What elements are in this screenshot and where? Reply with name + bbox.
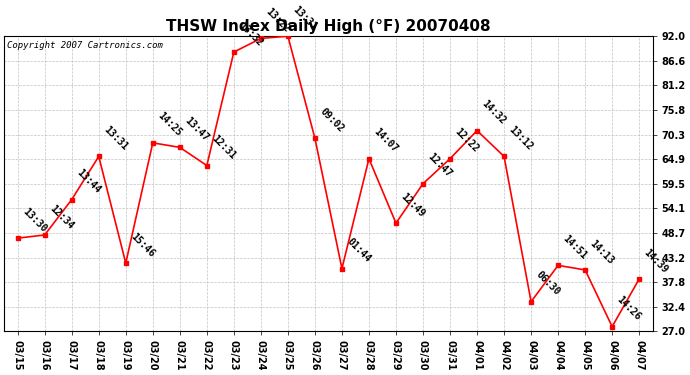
Text: 14:26: 14:26 xyxy=(615,295,643,322)
Text: 12:22: 12:22 xyxy=(453,127,481,154)
Text: 12:34: 12:34 xyxy=(48,203,75,231)
Text: 13:31: 13:31 xyxy=(101,124,129,152)
Text: 14:25: 14:25 xyxy=(155,111,184,139)
Text: 12:49: 12:49 xyxy=(399,191,426,219)
Text: 14:07: 14:07 xyxy=(372,127,400,154)
Text: 01:44: 01:44 xyxy=(345,237,373,264)
Text: 13:32: 13:32 xyxy=(237,20,264,48)
Text: 13:12: 13:12 xyxy=(507,124,535,152)
Text: 09:02: 09:02 xyxy=(317,106,346,134)
Text: 06:30: 06:30 xyxy=(534,270,562,297)
Text: 13:31: 13:31 xyxy=(290,4,319,32)
Text: 15:46: 15:46 xyxy=(128,231,157,259)
Text: 14:32: 14:32 xyxy=(480,99,508,126)
Text: 13:22: 13:22 xyxy=(264,6,291,34)
Text: 14:13: 14:13 xyxy=(588,238,615,266)
Text: Copyright 2007 Cartronics.com: Copyright 2007 Cartronics.com xyxy=(8,40,164,50)
Text: 14:39: 14:39 xyxy=(642,247,670,275)
Title: THSW Index Daily High (°F) 20070408: THSW Index Daily High (°F) 20070408 xyxy=(166,19,491,34)
Text: 12:31: 12:31 xyxy=(210,134,237,161)
Text: 13:30: 13:30 xyxy=(21,206,48,234)
Text: 13:44: 13:44 xyxy=(75,168,102,195)
Text: 14:51: 14:51 xyxy=(561,233,589,261)
Text: 12:47: 12:47 xyxy=(426,152,453,180)
Text: 13:47: 13:47 xyxy=(183,116,210,143)
